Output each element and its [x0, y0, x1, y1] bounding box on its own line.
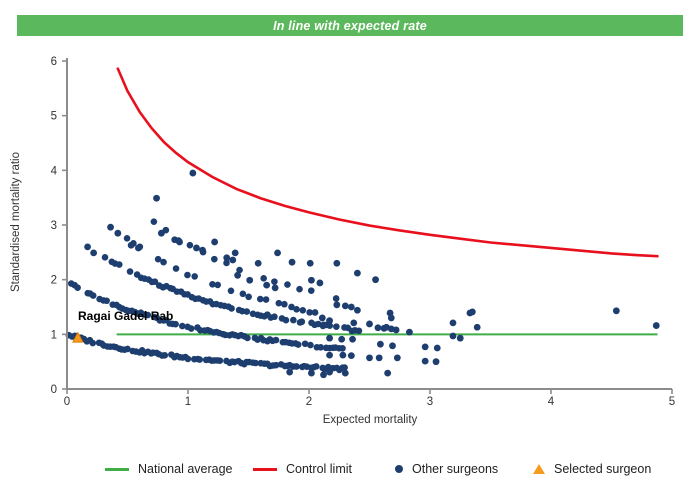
- svg-text:4: 4: [51, 165, 58, 177]
- control-limit-line-swatch: [253, 467, 277, 471]
- y-axis-title: Standardised mortality ratio: [10, 152, 22, 292]
- selected-surgeon-triangle-swatch: [533, 464, 545, 474]
- chart-legend: National average Control limit Other sur…: [0, 460, 700, 480]
- legend-item-other-surgeons: Other surgeons: [389, 460, 498, 478]
- national-average-line-swatch: [105, 467, 129, 471]
- svg-text:1: 1: [51, 329, 57, 341]
- legend-label: Control limit: [286, 462, 352, 476]
- legend-item-control-limit: Control limit: [253, 460, 352, 478]
- other-surgeons-dot-swatch: [395, 465, 403, 473]
- legend-item-selected-surgeon: Selected surgeon: [529, 460, 651, 478]
- x-axis-title: Expected mortality: [322, 414, 418, 426]
- legend-label: Other surgeons: [412, 462, 499, 476]
- status-banner: In line with expected rate: [17, 15, 683, 36]
- selected-surgeon-label: Ragai Gadel Rab: [78, 309, 174, 323]
- status-banner-text: In line with expected rate: [273, 18, 427, 33]
- svg-text:6: 6: [51, 56, 57, 68]
- svg-text:3: 3: [51, 220, 57, 232]
- svg-text:1: 1: [185, 396, 191, 408]
- legend-label: Selected surgeon: [554, 462, 652, 476]
- svg-text:2: 2: [51, 275, 57, 287]
- svg-text:3: 3: [427, 396, 433, 408]
- legend-label: National average: [138, 462, 233, 476]
- svg-text:2: 2: [306, 396, 312, 408]
- svg-text:0: 0: [51, 384, 57, 396]
- svg-text:0: 0: [64, 396, 70, 408]
- svg-text:5: 5: [51, 111, 57, 123]
- legend-item-national-average: National average: [105, 460, 233, 478]
- svg-text:5: 5: [669, 396, 675, 408]
- svg-text:4: 4: [548, 396, 555, 408]
